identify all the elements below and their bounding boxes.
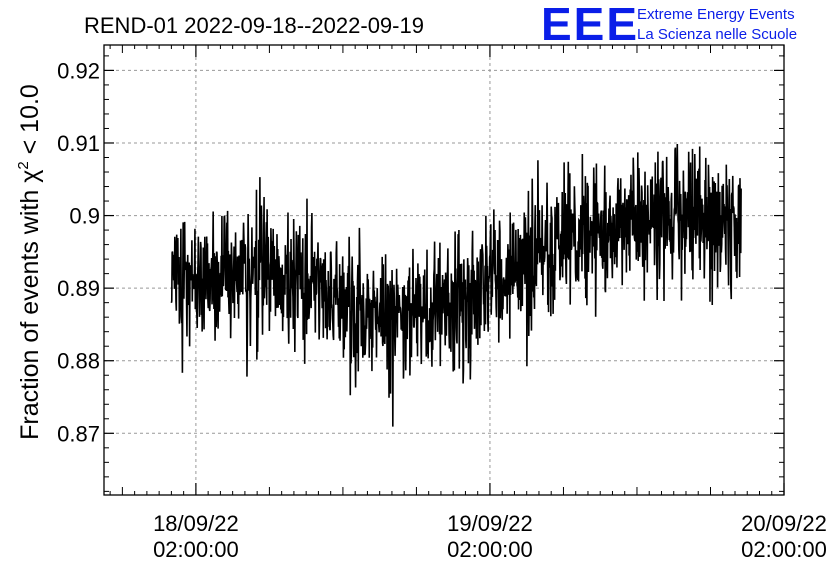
x-tick-date-label: 20/09/22 bbox=[741, 511, 827, 536]
plot-frame bbox=[103, 44, 785, 496]
axis-ticks: 0.870.880.890.90.910.9218/09/2202:00:001… bbox=[57, 45, 827, 562]
x-tick-date-label: 18/09/22 bbox=[153, 511, 239, 536]
chart-title: REND-01 2022-09-18--2022-09-19 bbox=[84, 13, 424, 38]
y-axis-label-sup: 2 bbox=[15, 161, 32, 169]
data-series bbox=[170, 143, 742, 427]
y-tick-label: 0.88 bbox=[57, 349, 100, 374]
y-axis-label: Fraction of events with χ2 < 10.0 bbox=[15, 84, 44, 440]
y-axis-label-suffix: < 10.0 bbox=[16, 84, 44, 161]
y-axis-label-group: Fraction of events with χ2 < 10.0 bbox=[15, 84, 44, 440]
x-tick-time-label: 02:00:00 bbox=[741, 537, 827, 562]
logo-line-1: Extreme Energy Events bbox=[637, 6, 795, 23]
eee-logo: EEE Extreme Energy Events La Scienza nel… bbox=[541, 0, 797, 50]
x-tick-date-label: 19/09/22 bbox=[447, 511, 533, 536]
series-line bbox=[170, 143, 742, 427]
y-axis-label-chi: χ bbox=[16, 170, 44, 183]
y-tick-label: 0.91 bbox=[57, 131, 100, 156]
y-tick-label: 0.9 bbox=[69, 204, 100, 229]
logo-letters: EEE bbox=[541, 0, 639, 50]
y-tick-label: 0.92 bbox=[57, 58, 100, 83]
y-axis-label-prefix: Fraction of events with bbox=[16, 183, 44, 440]
x-tick-time-label: 02:00:00 bbox=[447, 537, 533, 562]
logo-line-2: La Scienza nelle Scuole bbox=[637, 26, 797, 43]
y-tick-label: 0.87 bbox=[57, 421, 100, 446]
y-tick-label: 0.89 bbox=[57, 276, 100, 301]
x-tick-time-label: 02:00:00 bbox=[153, 537, 239, 562]
